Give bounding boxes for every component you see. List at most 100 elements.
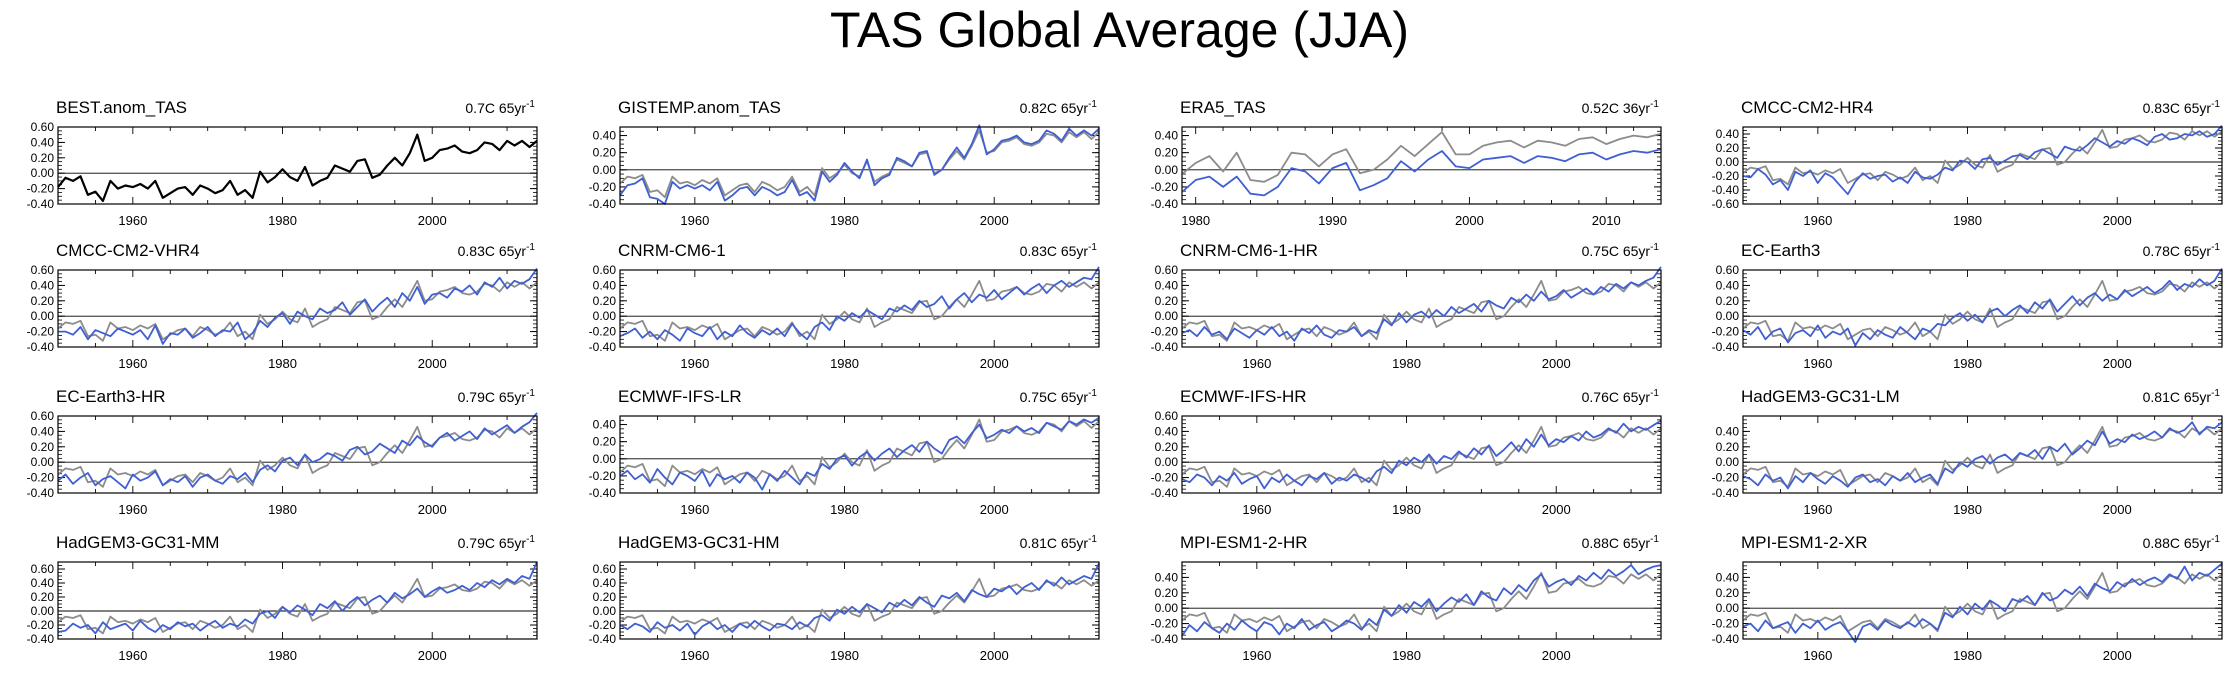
trend-value: 0.76C 65yr [1582, 389, 1651, 405]
panel: HadGEM3-GC31-MM 0.79C 65yr-10.600.400.200… [27, 533, 538, 663]
x-tick-label: 1980 [1953, 213, 1982, 228]
panel-title: MPI-ESM1-2-XR [1741, 533, 1868, 552]
series-line-model [1742, 562, 2223, 643]
y-tick-label: 0.20 [31, 294, 55, 308]
y-tick-label: -0.20 [1712, 617, 1740, 631]
panel-title: HadGEM3-GC31-MM [56, 533, 219, 552]
plot-frame [1181, 415, 1662, 494]
y-tick-label: -0.20 [589, 180, 617, 194]
y-tick-label: 0.00 [593, 309, 617, 323]
y-tick-label: 0.00 [1155, 163, 1179, 177]
trend-label: 0.83C 65yr-1 [2143, 99, 2221, 116]
y-tick-label: 0.60 [1716, 263, 1740, 277]
x-tick-label: 2000 [2103, 648, 2132, 663]
y-tick-label: 0.60 [31, 120, 55, 134]
trend-label: 0.79C 65yr-1 [458, 388, 536, 405]
trend-value: 0.88C 65yr [2143, 535, 2212, 551]
trend-exponent: -1 [1088, 99, 1097, 110]
x-tick-label: 1960 [1803, 356, 1832, 371]
y-tick-label: -0.20 [589, 618, 617, 632]
x-tick-label: 1960 [680, 648, 709, 663]
trend-label: 0.81C 65yr-1 [2143, 388, 2221, 405]
x-tick-label: 2000 [2103, 213, 2132, 228]
y-tick-label: 0.00 [1155, 455, 1179, 469]
x-tick-label: 2000 [1542, 356, 1571, 371]
x-tick-label: 1980 [830, 502, 859, 517]
series-line-model [1181, 266, 1662, 342]
panel-title: GISTEMP.anom_TAS [618, 98, 781, 117]
y-tick-label: -0.40 [589, 340, 617, 354]
trend-label: 0.83C 65yr-1 [458, 242, 536, 259]
series-line-reference [1742, 128, 2223, 186]
y-tick-label: 0.40 [1155, 570, 1179, 584]
trend-value: 0.83C 65yr [2143, 100, 2212, 116]
trend-label: 0.79C 65yr-1 [458, 534, 536, 551]
x-tick-label: 1960 [118, 648, 147, 663]
series-line-model [1181, 148, 1662, 197]
panel-title: CMCC-CM2-HR4 [1741, 98, 1873, 117]
panel-title: ECMWF-IFS-LR [618, 387, 742, 406]
y-tick-label: 0.60 [31, 409, 55, 423]
y-tick-label: 0.20 [1716, 440, 1740, 454]
trend-label: 0.75C 65yr-1 [1582, 242, 1660, 259]
y-tick-label: -0.20 [27, 618, 55, 632]
x-tick-label: 2000 [1455, 213, 1484, 228]
plot-frame [619, 126, 1100, 205]
y-tick-label: 0.20 [1155, 440, 1179, 454]
series-line-model [619, 416, 1100, 491]
series-line-model [619, 563, 1100, 636]
y-tick-label: 0.60 [593, 263, 617, 277]
y-tick-label: -0.40 [1151, 197, 1179, 211]
trend-value: 0.52C 36yr [1582, 100, 1651, 116]
y-tick-label: -0.20 [1712, 325, 1740, 339]
y-tick-label: -0.20 [589, 469, 617, 483]
y-tick-label: -0.40 [1151, 632, 1179, 646]
panel-title: BEST.anom_TAS [56, 98, 187, 117]
series-line-reference [1181, 571, 1662, 634]
y-tick-label: 0.40 [1155, 278, 1179, 292]
panel-title: CNRM-CM6-1-HR [1180, 241, 1318, 260]
y-tick-label: 0.40 [593, 278, 617, 292]
x-tick-label: 1980 [1392, 356, 1421, 371]
series-line-obs [57, 133, 538, 202]
y-tick-label: -0.20 [589, 325, 617, 339]
x-tick-label: 2000 [980, 356, 1009, 371]
plot-frame [1742, 561, 2223, 640]
trend-exponent: -1 [526, 388, 535, 399]
y-tick-label: 0.00 [31, 166, 55, 180]
x-tick-label: 1960 [118, 213, 147, 228]
y-tick-label: -0.20 [1151, 617, 1179, 631]
y-tick-label: 0.40 [1716, 424, 1740, 438]
trend-value: 0.83C 65yr [458, 243, 527, 259]
trend-label: 0.88C 65yr-1 [2143, 534, 2221, 551]
x-tick-label: 2000 [2103, 502, 2132, 517]
y-tick-label: -0.20 [1712, 471, 1740, 485]
x-tick-label: 1960 [118, 502, 147, 517]
y-tick-label: -0.40 [27, 197, 55, 211]
y-tick-label: 0.20 [1716, 586, 1740, 600]
y-tick-label: 0.20 [593, 294, 617, 308]
plot-frame [1181, 561, 1662, 640]
x-tick-label: 2000 [2103, 356, 2132, 371]
x-tick-label: 1980 [1953, 648, 1982, 663]
x-tick-label: 1960 [1242, 356, 1271, 371]
x-tick-label: 2000 [418, 213, 447, 228]
plot-frame [1181, 126, 1662, 205]
plot-frame [619, 269, 1100, 348]
y-tick-label: -0.40 [1712, 486, 1740, 500]
y-tick-label: -0.40 [1712, 183, 1740, 197]
series-line-model [1742, 421, 2223, 490]
trend-value: 0.79C 65yr [458, 535, 527, 551]
x-tick-label: 2000 [1542, 502, 1571, 517]
y-tick-label: 0.40 [593, 418, 617, 432]
panel-title: MPI-ESM1-2-HR [1180, 533, 1308, 552]
y-tick-label: -0.20 [1151, 471, 1179, 485]
x-tick-label: 1980 [1953, 502, 1982, 517]
y-tick-label: 0.40 [31, 424, 55, 438]
x-tick-label: 1980 [830, 648, 859, 663]
trend-label: 0.78C 65yr-1 [2143, 242, 2221, 259]
trend-label: 0.76C 65yr-1 [1582, 388, 1660, 405]
x-tick-label: 1980 [1953, 356, 1982, 371]
y-tick-label: 0.00 [31, 455, 55, 469]
y-tick-label: 0.60 [31, 263, 55, 277]
